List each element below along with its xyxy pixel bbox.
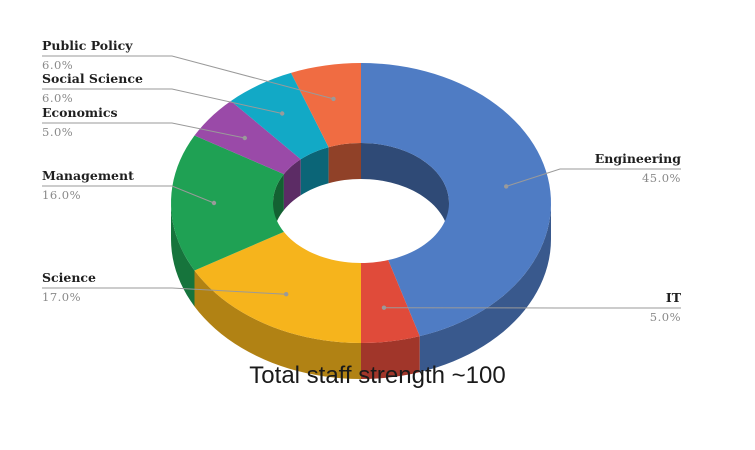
leader-line-economics <box>42 122 245 139</box>
side-wall-management <box>171 203 195 307</box>
label-name-public-policy: Public Policy <box>42 38 133 53</box>
chart-caption: Total staff strength ~100 <box>249 362 506 389</box>
label-pct-it: 5.0% <box>650 310 681 324</box>
slice-science <box>194 231 361 343</box>
label-name-management: Management <box>42 168 134 183</box>
slice-it <box>361 260 420 343</box>
slice-social-science <box>230 72 329 160</box>
slice-engineering <box>361 63 551 337</box>
side-wall-it <box>361 336 420 379</box>
leader-line-engineering <box>506 168 681 187</box>
label-pct-public-policy: 6.0% <box>42 58 73 72</box>
side-wall-engineering <box>419 203 551 373</box>
label-pct-management: 16.0% <box>42 188 81 202</box>
slice-public-policy <box>291 63 361 148</box>
leader-line-social-science <box>42 88 283 114</box>
label-pct-economics: 5.0% <box>42 125 73 139</box>
label-name-economics: Economics <box>42 105 118 120</box>
leader-line-science <box>42 287 287 295</box>
leader-dot-public-policy <box>331 96 336 102</box>
label-pct-science: 17.0% <box>42 290 81 304</box>
label-pct-engineering: 45.0% <box>642 171 681 185</box>
label-name-it: IT <box>666 290 682 305</box>
inner-wall-public-policy <box>328 143 361 184</box>
donut-slices <box>171 63 551 343</box>
leader-line-management <box>42 185 215 204</box>
slice-management <box>171 135 284 271</box>
inner-wall-engineering <box>361 143 449 239</box>
donut-side-walls <box>171 203 551 379</box>
inner-wall-economics <box>283 159 301 211</box>
inner-wall-social-science <box>300 147 329 196</box>
leader-line-public-policy <box>42 55 334 100</box>
side-wall-science <box>194 270 361 379</box>
label-name-social-science: Social Science <box>42 71 143 86</box>
label-leaders <box>42 55 681 310</box>
label-name-science: Science <box>42 270 96 285</box>
label-name-engineering: Engineering <box>595 151 682 166</box>
donut-inner-walls <box>273 143 449 239</box>
label-pct-social-science: 6.0% <box>42 91 73 105</box>
slice-economics <box>194 100 301 175</box>
